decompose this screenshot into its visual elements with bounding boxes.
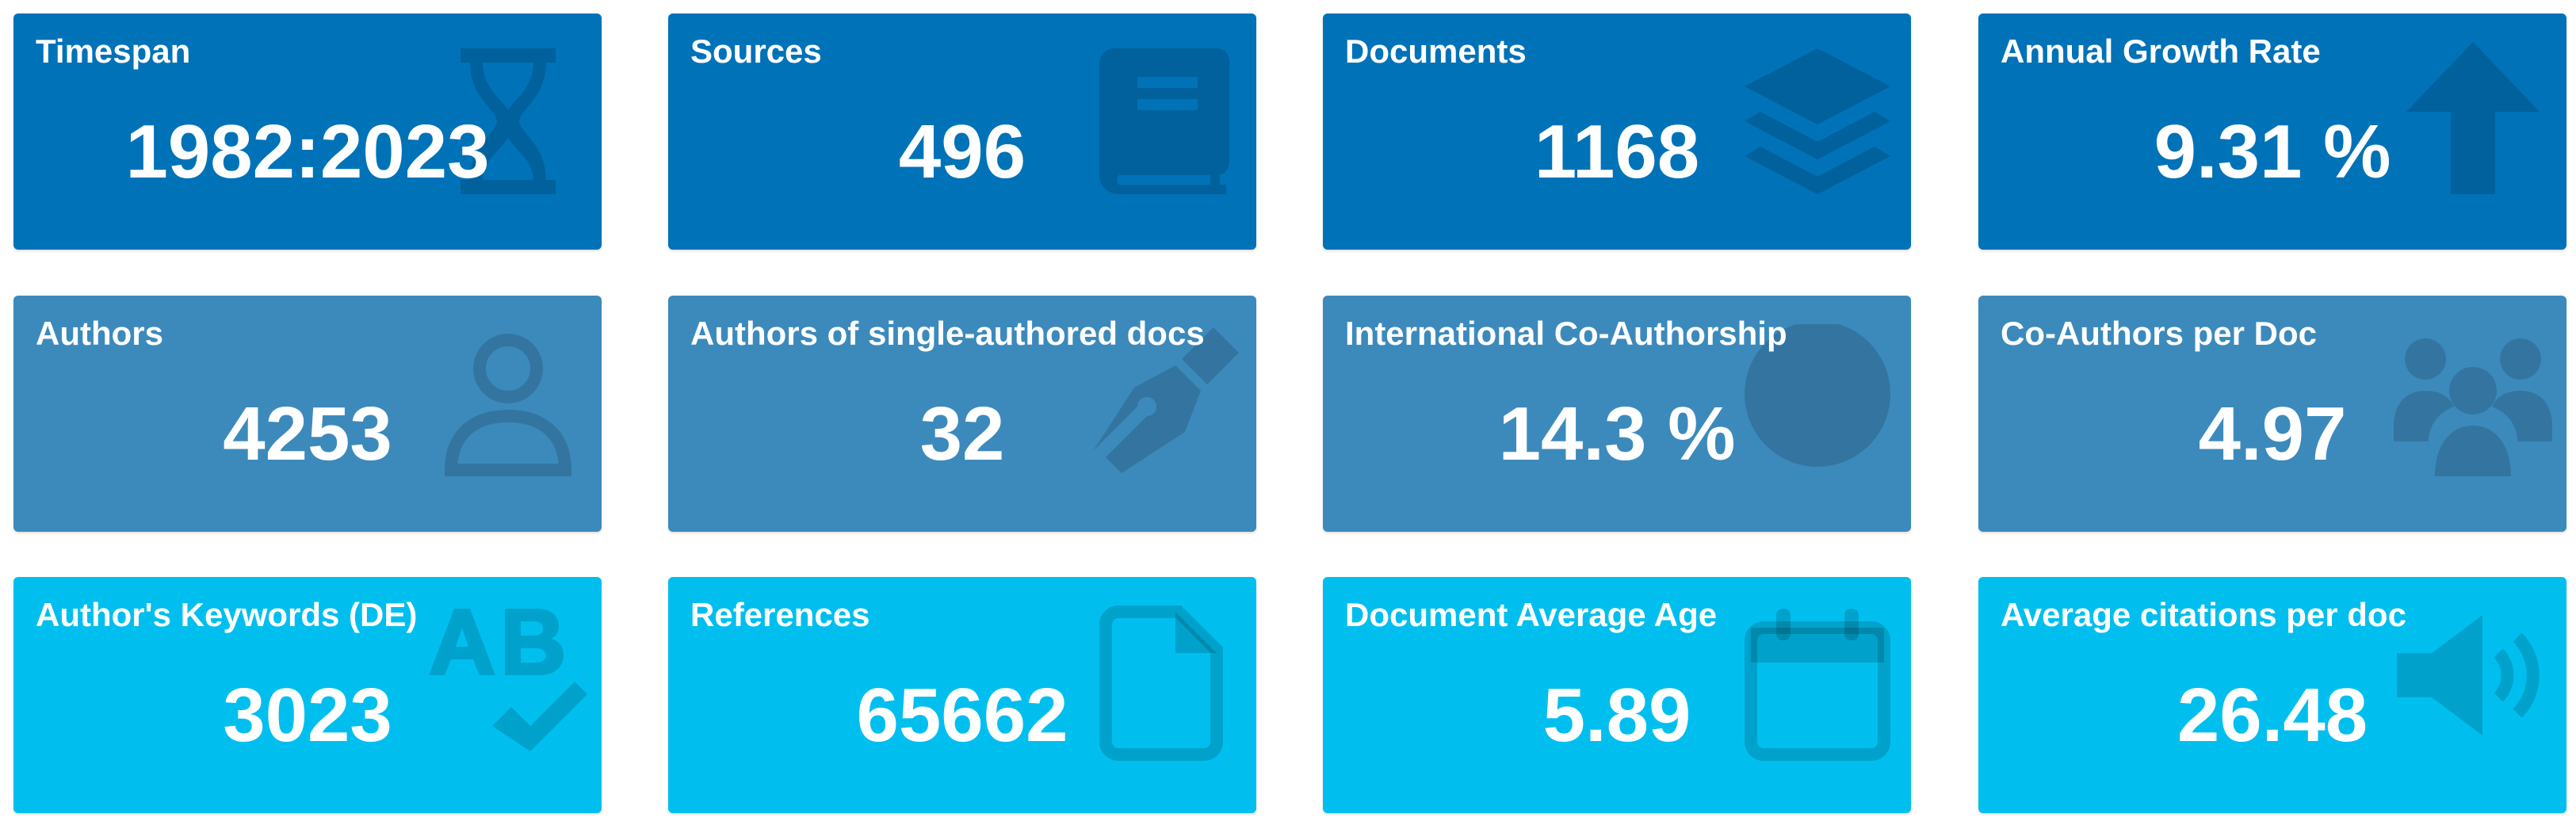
card-title: Co-Authors per Doc xyxy=(2001,315,2317,352)
card-value: 1168 xyxy=(1534,109,1700,194)
card-value: 496 xyxy=(898,109,1026,194)
icon-user xyxy=(444,334,572,476)
value-box: Authors 4253 xyxy=(13,296,602,532)
card-value: 9.31 % xyxy=(2154,109,2391,194)
card-title: Document Average Age xyxy=(1345,596,1718,633)
value-box: References 65662 xyxy=(668,577,1256,813)
card-value: 65662 xyxy=(856,673,1068,758)
value-box: Co-Authors per Doc 4.97 xyxy=(1978,296,2566,532)
icon-pen xyxy=(1093,327,1239,473)
value-box: Authors of single-authored docs 32 xyxy=(668,296,1256,532)
value-box: Annual Growth Rate 9.31 % xyxy=(1978,13,2566,250)
icon-globe xyxy=(1745,324,1890,467)
card-value: 3023 xyxy=(223,673,392,758)
card-value: 14.3 % xyxy=(1498,392,1736,476)
card-title: Documents xyxy=(1345,32,1527,70)
value-box: Author's Keywords (DE) 3023 xyxy=(13,577,602,813)
card-value: 5.89 xyxy=(1542,673,1691,758)
card-value: 4.97 xyxy=(2198,392,2347,476)
icon-arrow-up xyxy=(2406,42,2540,194)
value-box: Sources 496 xyxy=(668,13,1256,250)
icon-spellcheck xyxy=(429,609,587,751)
card-value: 32 xyxy=(919,392,1005,476)
icon-file xyxy=(1099,606,1223,761)
icon-book xyxy=(1099,48,1229,194)
value-box: Average citations per doc 26.48 xyxy=(1978,577,2566,813)
card-title: Authors of single-authored docs xyxy=(690,315,1205,352)
value-box: Timespan 1982:2023 xyxy=(13,13,602,250)
card-title: Annual Growth Rate xyxy=(2001,32,2321,70)
card-value: 26.48 xyxy=(2177,673,2368,758)
card-title: Authors xyxy=(36,315,163,352)
icon-users xyxy=(2394,338,2552,476)
card-title: Average citations per doc xyxy=(2001,596,2406,633)
card-value: 4253 xyxy=(223,392,392,476)
icon-speaker xyxy=(2397,615,2540,735)
icon-calendar xyxy=(1745,609,1890,761)
card-title: Author's Keywords (DE) xyxy=(36,596,418,633)
icon-hourglass xyxy=(461,48,556,194)
card-value: 1982:2023 xyxy=(125,109,490,194)
icon-layers xyxy=(1745,48,1890,194)
card-title: Timespan xyxy=(36,32,191,70)
value-box: Document Average Age 5.89 xyxy=(1323,577,1911,813)
value-box: International Co-Authorship 14.3 % xyxy=(1323,296,1911,532)
card-title: International Co-Authorship xyxy=(1345,315,1787,352)
card-title: Sources xyxy=(690,32,822,70)
value-box: Documents 1168 xyxy=(1323,13,1911,250)
card-title: References xyxy=(690,596,870,633)
